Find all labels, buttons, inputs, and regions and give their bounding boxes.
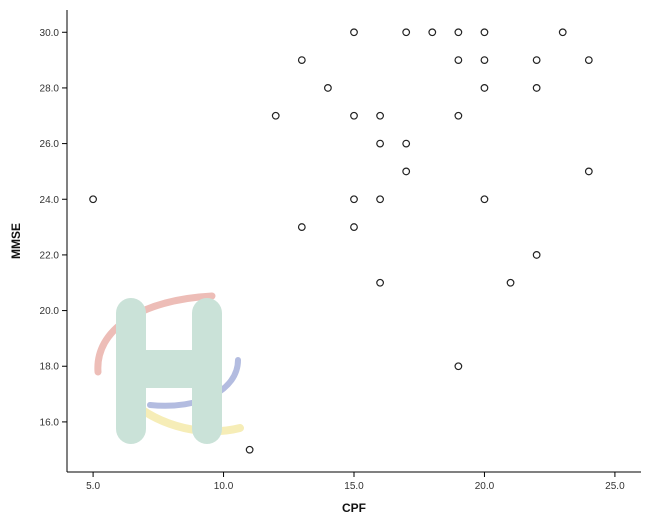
- data-point: [297, 223, 306, 231]
- x-tick-label: 5.0: [86, 481, 100, 492]
- data-point: [402, 167, 411, 176]
- data-point: [376, 139, 384, 148]
- x-tick-label: 20.0: [475, 481, 495, 492]
- hospital-h-logo-watermark: [94, 292, 244, 444]
- y-tick-label: 24.0: [40, 195, 60, 206]
- y-tick-label: 22.0: [40, 250, 60, 261]
- data-points: [89, 28, 593, 454]
- data-point: [297, 56, 306, 64]
- data-point: [376, 111, 384, 120]
- logo-h-right-bar: [192, 298, 222, 444]
- y-tick-label: 20.0: [40, 306, 60, 317]
- data-point: [584, 56, 593, 64]
- data-point: [350, 111, 358, 120]
- data-point: [89, 195, 97, 204]
- y-tick-label: 30.0: [40, 28, 60, 39]
- y-axis-ticks: 16.0 18.0 20.0 22.0 24.0 26.0 28.0 30.0: [40, 28, 67, 428]
- y-tick-label: 18.0: [40, 362, 60, 373]
- data-point: [245, 445, 254, 454]
- x-axis-title: CPF: [342, 501, 366, 515]
- data-point: [532, 251, 541, 259]
- data-point: [350, 195, 358, 204]
- data-point: [324, 84, 332, 92]
- data-point: [454, 28, 463, 37]
- data-point: [402, 139, 411, 148]
- y-tick-label: 16.0: [40, 417, 60, 428]
- x-tick-label: 15.0: [344, 481, 364, 492]
- data-point: [428, 28, 437, 37]
- x-tick-label: 25.0: [605, 481, 625, 492]
- logo-h-left-bar: [116, 298, 146, 444]
- data-point: [480, 56, 489, 64]
- data-point: [454, 56, 463, 64]
- data-point: [480, 195, 489, 204]
- logo-h-crossbar: [140, 350, 198, 388]
- y-tick-label: 26.0: [40, 139, 60, 150]
- data-point: [558, 28, 567, 37]
- data-point: [454, 111, 463, 120]
- data-point: [454, 362, 463, 371]
- data-point: [480, 84, 489, 92]
- data-point: [532, 84, 541, 92]
- data-point: [376, 278, 384, 287]
- data-point: [480, 28, 489, 37]
- data-point: [584, 167, 593, 176]
- data-point: [402, 28, 411, 37]
- data-point: [532, 56, 541, 64]
- y-tick-label: 28.0: [40, 83, 60, 94]
- y-axis-title: MMSE: [9, 223, 23, 259]
- data-point: [350, 223, 358, 231]
- data-point: [506, 278, 515, 287]
- x-tick-label: 10.0: [214, 481, 234, 492]
- data-point: [376, 195, 384, 204]
- data-point: [271, 111, 280, 120]
- data-point: [350, 28, 358, 37]
- x-axis-ticks: 5.0 10.0 15.0 20.0 25.0: [86, 472, 625, 492]
